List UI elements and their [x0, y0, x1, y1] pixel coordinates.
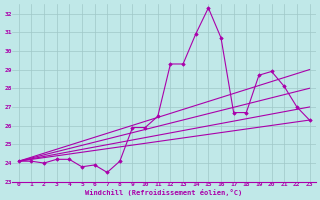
X-axis label: Windchill (Refroidissement éolien,°C): Windchill (Refroidissement éolien,°C) — [85, 189, 243, 196]
